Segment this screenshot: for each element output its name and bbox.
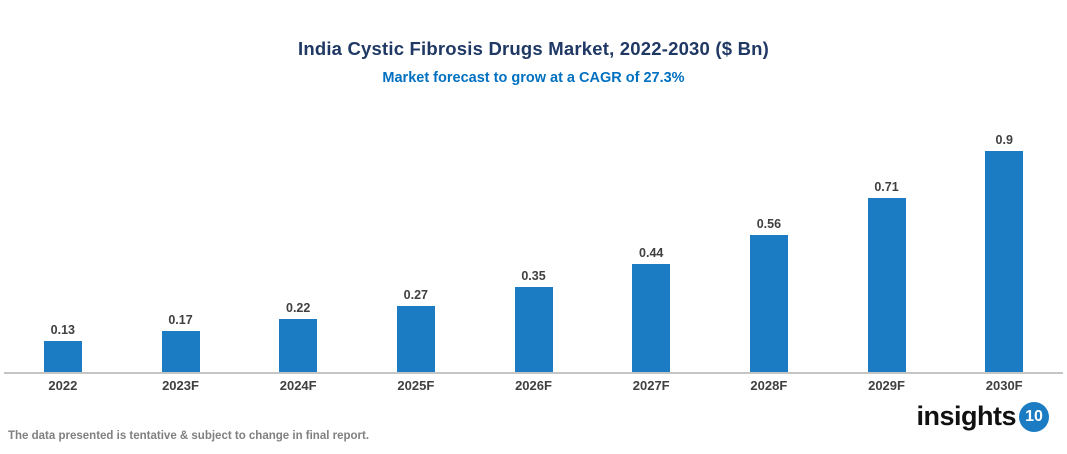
bar-column: 0.35 xyxy=(475,269,593,373)
bars-container: 0.13 0.17 0.22 0.27 0.35 0.44 0.56 0.71 0.9 xyxy=(4,108,1063,373)
x-axis-labels: 2022 2023F 2024F 2025F 2026F 2027F 2028F 2029F 2… xyxy=(4,378,1063,393)
bar[interactable] xyxy=(514,287,553,373)
bar-column: 0.27 xyxy=(357,288,475,373)
x-axis-tick-label: 2027F xyxy=(632,378,670,393)
x-axis-tick-label: 2028F xyxy=(750,378,788,393)
bar-value-label: 0.9 xyxy=(995,133,1013,147)
bar-column: 0.17 xyxy=(122,313,240,373)
insights10-logo: insights 10 xyxy=(916,401,1049,432)
bar-value-label: 0.35 xyxy=(521,269,546,283)
bar-column: 0.71 xyxy=(828,180,946,373)
x-axis-tick-label: 2030F xyxy=(985,378,1023,393)
x-axis-tick-label: 2024F xyxy=(279,378,317,393)
x-axis-tick-label: 2023F xyxy=(162,378,199,393)
bar[interactable] xyxy=(396,306,435,373)
bar-column: 0.44 xyxy=(592,246,710,373)
chart-title: India Cystic Fibrosis Drugs Market, 2022… xyxy=(297,38,769,59)
bar[interactable] xyxy=(985,151,1024,373)
bar[interactable] xyxy=(749,235,788,373)
bar-value-label: 0.22 xyxy=(286,301,311,315)
bar[interactable] xyxy=(632,264,671,373)
bar[interactable] xyxy=(279,319,318,373)
logo-wordmark: insights xyxy=(916,401,1016,431)
x-axis-tick-label: 2025F xyxy=(397,378,435,393)
bar-value-label: 0.71 xyxy=(874,180,899,194)
bar-column: 0.13 xyxy=(4,323,122,373)
bar-value-label: 0.13 xyxy=(50,323,75,337)
logo-badge-icon: 10 xyxy=(1019,401,1049,432)
bar-value-label: 0.56 xyxy=(756,217,782,231)
bar[interactable] xyxy=(161,331,200,373)
bar-column: 0.22 xyxy=(239,301,357,373)
bar-value-label: 0.44 xyxy=(639,246,664,260)
x-axis-tick-label: 2022 xyxy=(48,378,78,393)
x-axis-tick-label: 2029F xyxy=(868,378,905,393)
chart-subtitle: Market forecast to grow at a CAGR of 27.… xyxy=(382,70,685,86)
disclaimer-text: The data presented is tentative & subjec… xyxy=(8,430,370,442)
bar-value-label: 0.27 xyxy=(403,288,429,302)
bar-value-label: 0.17 xyxy=(168,313,193,327)
x-axis-line xyxy=(4,372,1063,374)
bar-column: 0.9 xyxy=(945,133,1063,373)
bar[interactable] xyxy=(867,198,906,373)
bar-column: 0.56 xyxy=(710,217,828,373)
x-axis-tick-label: 2026F xyxy=(515,378,552,393)
bar[interactable] xyxy=(43,341,82,373)
